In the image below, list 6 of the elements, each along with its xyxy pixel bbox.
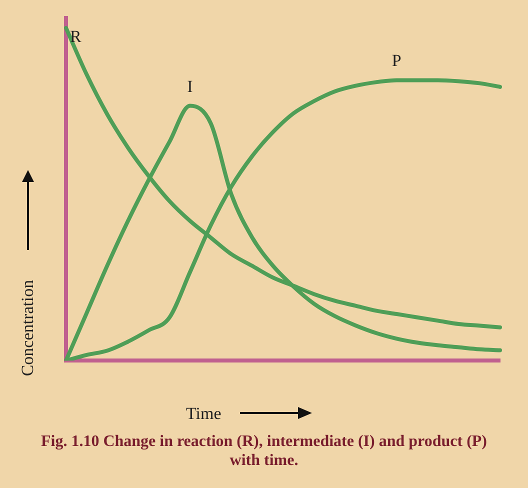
series-label: I: [187, 76, 194, 96]
x-axis-title: Time: [186, 404, 222, 424]
y-axis-title: Concentration: [18, 280, 38, 376]
series-label: P: [392, 51, 402, 70]
caption: Fig. 1.10 Change in reaction (R), intermediate (I) and product (P) with time.: [40, 432, 488, 470]
series-label: R: [70, 26, 82, 46]
